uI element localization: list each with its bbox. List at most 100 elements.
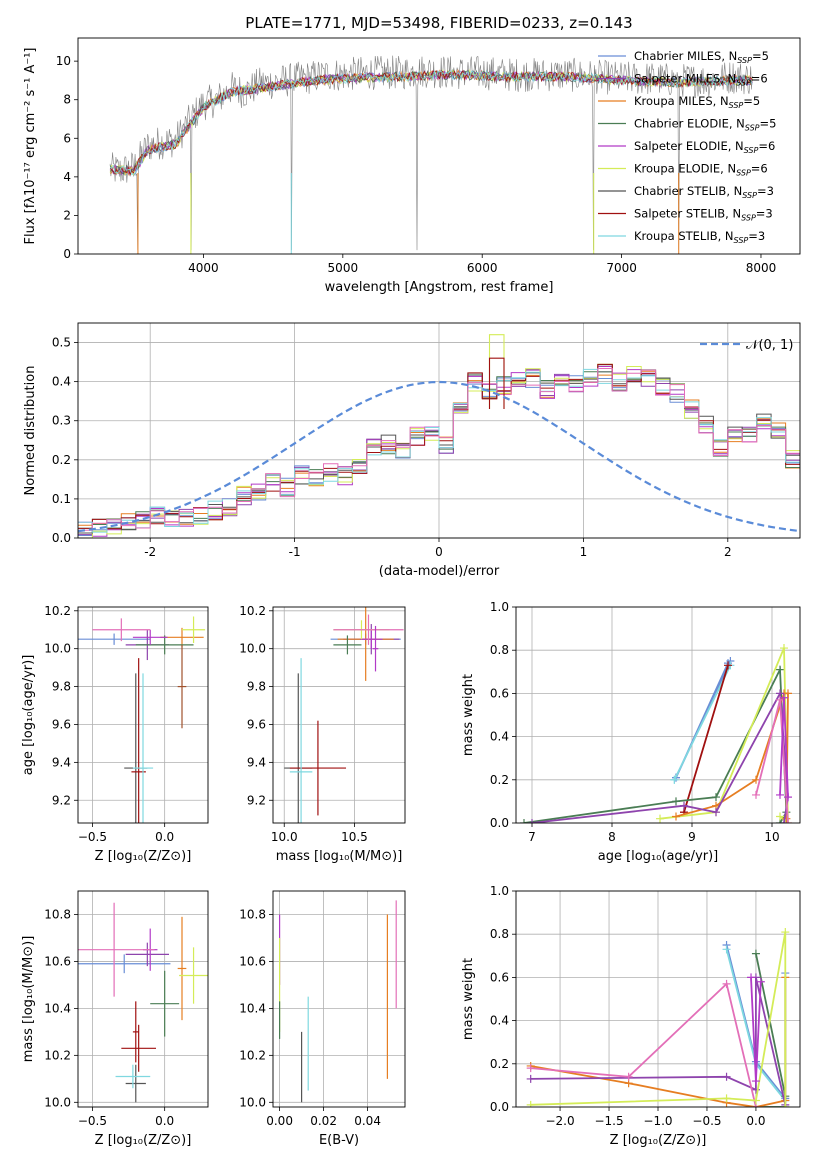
mass-weight-marker [782,814,791,823]
x-axis-label: age [log₁₀(age/yr)] [598,849,719,864]
model-spectrum-line [109,69,753,176]
histogram-step-line [78,368,800,533]
x-tick-label: 6000 [467,261,498,275]
y-axis-label: Flux [fλ10⁻¹⁷ erg cm⁻² s⁻¹ A⁻¹] [23,48,38,245]
y-tick-label: 9.6 [247,717,266,731]
mass-weight-marker [751,949,760,958]
x-tick-label: 4000 [188,261,219,275]
y-tick-label: 10.0 [239,1095,266,1109]
mass-weight-marker [520,819,528,823]
x-tick-label: 0.04 [354,1114,381,1128]
legend-label: Chabrier MILES, NSSP=5 [634,49,769,65]
x-axis-label: wavelength [Angstrom, rest frame] [325,280,554,295]
x-tick-label: −1.5 [594,1114,623,1128]
y-tick-label: 0.8 [490,643,509,657]
x-tick-label: 8000 [746,261,777,275]
y-tick-label: 0.5 [52,336,71,350]
legend-label-tail: =3 [748,229,765,243]
plot-area [526,928,790,1107]
legend-label: Chabrier STELIB, NSSP=3 [634,184,774,200]
legend-label-sub: SSP [736,79,751,88]
x-tick-label: -2 [144,545,156,559]
x-tick-label: 0 [435,545,443,559]
mass-weight-marker [672,797,680,806]
mass-weight-marker [526,1100,535,1107]
legend-label-main: Salpeter ELODIE, N [634,139,744,153]
mass-weight-marker [722,1094,731,1103]
mass-weight-marker [656,814,664,823]
legend-label-tail: =5 [760,117,777,131]
mass-weight-marker [780,644,788,653]
mass-weight-marker [784,689,792,698]
axes-frame [515,890,801,1108]
x-tick-label: 0.02 [310,1114,337,1128]
axes-frame [77,322,801,539]
mass-weight-marker [722,945,731,954]
y-tick-label: 10.2 [44,604,71,618]
plot-area [284,607,404,823]
mass-weight-marker [526,1064,535,1073]
legend-label-main: Kroupa MILES, N [634,94,729,108]
y-tick-label: 9.8 [52,680,71,694]
panel-mass-weight-vs-age: 7 8 9 10 0.0 0.2 0.4 0.6 0.8 1.0 age [log₁₀(age/yr… [461,600,801,864]
axes-frame [515,606,801,824]
y-tick-label: 0 [63,247,71,261]
y-axis-label: mass weight [461,674,476,756]
y-tick-label: 1.0 [490,600,509,614]
mass-weight-marker [526,1074,535,1083]
legend-label-tail: =6 [758,139,775,153]
panel-mass-weight-vs-Z: −2.0 −1.5 −1.0 −0.5 0.0 0.0 0.2 0.4 0.6 0.8 1.0 Z [… [461,884,801,1148]
legend-label-sub: SSP [734,236,749,245]
y-tick-label: 10.0 [44,1095,71,1109]
y-tick-label: 0.4 [52,375,71,389]
legend-label: 𝒩(0, 1) [746,338,793,353]
mass-weight-marker [751,1077,760,1086]
mass-weight-marker [776,790,784,799]
legend-label-sub: SSP [729,101,744,110]
legend-label-sub: SSP [742,191,757,200]
legend-label: Kroupa ELODIE, NSSP=6 [634,162,768,178]
legend-label-sub: SSP [744,146,759,155]
y-tick-label: 0.8 [490,927,509,941]
x-tick-label: −2.0 [545,1114,574,1128]
x-tick-label: 0.0 [746,1114,765,1128]
legend-label-main: Chabrier ELODIE, N [634,117,745,131]
y-axis-label: Normed distribution [23,366,38,496]
panel-age-vs-mass: 10.0 10.5 9.2 9.4 9.6 9.8 10.0 10.2 mass [log₁₀(… [239,604,406,864]
chart-title: PLATE=1771, MJD=53498, FIBERID=0233, z=0… [245,14,632,32]
axes-frame [272,890,406,1108]
legend-label-sub: SSP [736,169,751,178]
legend-label-tail: =5 [752,49,769,63]
axes-frame [77,37,801,255]
x-tick-label: 10.5 [341,830,368,844]
y-tick-label: 0.2 [490,773,509,787]
legend-label-sub: SSP [745,124,760,133]
y-axis-label: mass [log₁₀(M/M⊙)] [21,936,36,1063]
y-tick-label: 10.0 [44,642,71,656]
y-tick-label: 9.4 [247,755,266,769]
y-tick-label: 4 [63,170,71,184]
y-tick-label: 10.2 [44,1048,71,1062]
y-tick-label: 9.6 [52,717,71,731]
x-tick-label: 7000 [606,261,637,275]
histogram-peak-bin [488,357,505,409]
x-tick-label: 0.0 [155,1114,174,1128]
y-tick-label: 0.0 [490,1100,509,1114]
x-tick-label: -1 [289,545,301,559]
x-tick-label: −1.0 [643,1114,672,1128]
y-axis-label: age [log₁₀(age/yr)] [21,655,36,776]
y-tick-label: 10.6 [44,954,71,968]
x-axis-label: Z [log₁₀(Z/Z⊙)] [95,849,192,864]
y-tick-label: 10.4 [239,1001,266,1015]
y-tick-label: 2 [63,208,71,222]
x-tick-label: 1 [580,545,588,559]
y-tick-label: 10.0 [239,642,266,656]
y-tick-label: 10.4 [44,1001,71,1015]
mass-weight-marker [776,665,784,674]
data-spectrum-line [109,55,753,251]
mass-weight-marker [724,661,732,670]
x-tick-label: 8 [608,830,616,844]
mass-weight-marker [784,793,792,802]
